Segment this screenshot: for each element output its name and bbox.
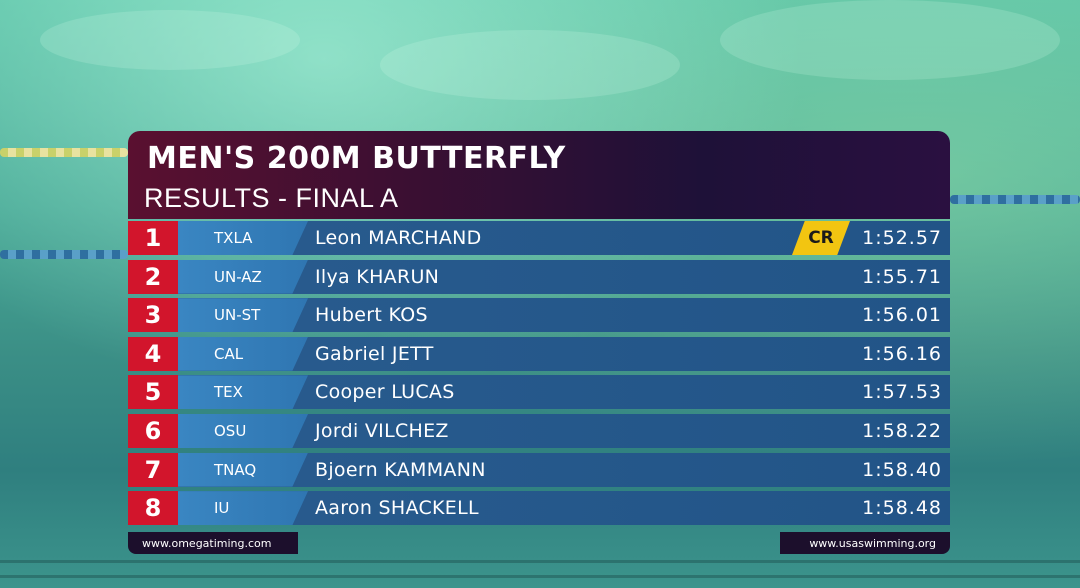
results-board: MEN'S 200M BUTTERFLY RESULTS - FINAL A 1…	[128, 131, 950, 554]
result-row: 2 UN-AZ Ilya KHARUN 1:55.71	[128, 259, 950, 294]
team-code: UN-AZ	[178, 259, 308, 294]
finish-time: 1:52.57	[862, 227, 942, 249]
team-code: TNAQ	[178, 452, 308, 487]
rank-badge: 8	[128, 491, 178, 526]
finish-time: 1:58.22	[862, 419, 942, 442]
result-row: 8 IU Aaron SHACKELL 1:58.48	[128, 491, 950, 526]
result-row: 3 UN-ST Hubert KOS 1:56.01	[128, 298, 950, 333]
event-title: MEN'S 200M BUTTERFLY	[147, 141, 566, 176]
result-row: 5 TEX Cooper LUCAS 1:57.53	[128, 375, 950, 410]
omega-timing-url: www.omegatiming.com	[128, 532, 298, 554]
swimmer-name: Gabriel JETT	[315, 342, 434, 365]
swimmer-name: Hubert KOS	[315, 304, 428, 327]
usa-swimming-url: www.usaswimming.org	[780, 532, 950, 554]
rank-badge: 5	[128, 375, 178, 410]
results-list: 1 TXLA Leon MARCHAND CR 1:52.57 2 UN-AZ …	[128, 221, 950, 530]
swimmer-name: Jordi VILCHEZ	[315, 419, 449, 442]
finish-time: 1:57.53	[862, 381, 942, 404]
finish-time: 1:55.71	[862, 265, 942, 288]
rank-badge: 2	[128, 259, 178, 294]
results-header: MEN'S 200M BUTTERFLY RESULTS - FINAL A	[128, 131, 950, 219]
rank-badge: 3	[128, 298, 178, 333]
swimmer-name: Bjoern KAMMANN	[315, 458, 486, 481]
team-code: CAL	[178, 336, 308, 371]
swimmer-name: Leon MARCHAND	[315, 227, 482, 249]
team-code: UN-ST	[178, 298, 308, 333]
swimmer-name: Cooper LUCAS	[315, 381, 455, 404]
rank-badge: 6	[128, 413, 178, 448]
team-code: TEX	[178, 375, 308, 410]
finish-time: 1:58.48	[862, 497, 942, 520]
record-badge: CR	[792, 221, 850, 255]
result-row: 6 OSU Jordi VILCHEZ 1:58.22	[128, 413, 950, 448]
result-row: 1 TXLA Leon MARCHAND CR 1:52.57	[128, 221, 950, 255]
result-row: 7 TNAQ Bjoern KAMMANN 1:58.40	[128, 452, 950, 487]
rank-badge: 4	[128, 336, 178, 371]
event-subtitle: RESULTS - FINAL A	[144, 183, 399, 213]
finish-time: 1:58.40	[862, 458, 942, 481]
team-code: IU	[178, 491, 308, 526]
team-code: OSU	[178, 413, 308, 448]
rank-badge: 7	[128, 452, 178, 487]
finish-time: 1:56.16	[862, 342, 942, 365]
rank-badge: 1	[128, 221, 178, 255]
result-row: 4 CAL Gabriel JETT 1:56.16	[128, 336, 950, 371]
swimmer-name: Ilya KHARUN	[315, 265, 440, 288]
finish-time: 1:56.01	[862, 304, 942, 327]
swimmer-name: Aaron SHACKELL	[315, 497, 479, 520]
team-code: TXLA	[178, 221, 308, 255]
